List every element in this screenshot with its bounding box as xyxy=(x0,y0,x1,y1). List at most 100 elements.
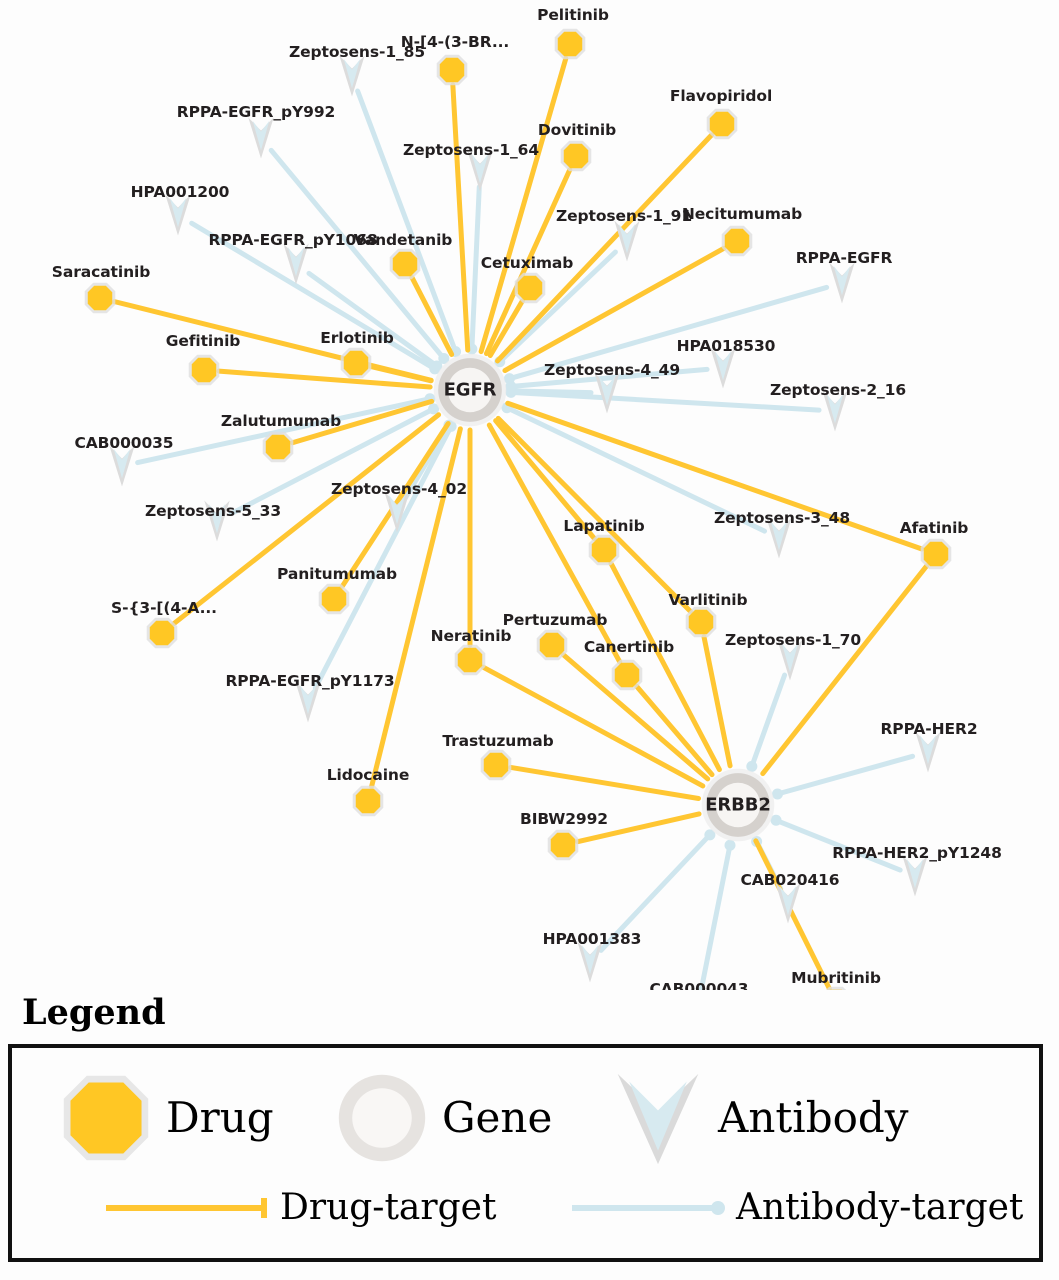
drug-node-neratinib[interactable] xyxy=(453,643,487,677)
antibody-target-edge xyxy=(698,842,733,990)
drug-label-dovitinib: Dovitinib xyxy=(537,121,617,139)
drug-label-s34a: S-{3-[(4-A... xyxy=(111,599,217,617)
antibody-label-zep1_64: Zeptosens-1_64 xyxy=(402,141,540,159)
antibody-node-hpa001200[interactable] xyxy=(163,193,193,237)
drug-node-canertinib[interactable] xyxy=(610,658,644,692)
antibody-label-zep2_16: Zeptosens-2_16 xyxy=(769,381,907,399)
drug-node-varlitinib[interactable] xyxy=(684,605,718,639)
antibody-label-rppa992: RPPA-EGFR_pY992 xyxy=(176,103,336,121)
antibody-node-zep1_91[interactable] xyxy=(612,219,642,263)
drug-label-saracatinib: Saracatinib xyxy=(51,263,151,281)
antibody-node-rppaher2[interactable] xyxy=(913,730,943,774)
drug-node-bibw2992[interactable] xyxy=(546,828,580,862)
antibody-node-hpa001383[interactable] xyxy=(575,940,605,984)
drug-label-vandetanib: Vandetanib xyxy=(353,231,453,249)
legend-label-drug: Drug xyxy=(166,1093,274,1142)
legend-item-drug-target: Drug-target xyxy=(104,1190,496,1226)
antibody-node-zep3_48[interactable] xyxy=(764,516,794,560)
antibody-label-cab000035: CAB000035 xyxy=(74,434,174,452)
antibody-label-zep1_91: Zeptosens-1_91 xyxy=(555,207,693,225)
drug-label-canertinib: Canertinib xyxy=(583,638,675,656)
drug-target-edge xyxy=(760,563,930,777)
drug-node-panitumumab[interactable] xyxy=(317,582,351,616)
drug-label-varlitinib: Varlitinib xyxy=(668,591,748,609)
antibody-target-endcap xyxy=(746,760,758,772)
drug-label-necitumumab: Necitumumab xyxy=(681,205,803,223)
gene-label-erbb2: ERBB2 xyxy=(705,794,771,816)
antibody-node-zep5_33[interactable] xyxy=(202,499,232,543)
legend-label-antibody-target: Antibody-target xyxy=(736,1187,1024,1228)
antibody-node-cab000035[interactable] xyxy=(107,444,137,488)
antibody-target-endcap xyxy=(771,788,783,800)
antibody-label-rppaegfr: RPPA-EGFR xyxy=(795,249,893,267)
drug-node-pelitinib[interactable] xyxy=(553,27,587,61)
antibody-target-edge xyxy=(135,396,433,466)
gene-label-egfr: EGFR xyxy=(443,379,497,401)
drug-node-gefitinib[interactable] xyxy=(187,353,221,387)
antibody-node-rppaher2p[interactable] xyxy=(900,854,930,898)
drug-node-pertuzumab[interactable] xyxy=(535,628,569,662)
drug-node-lidocaine[interactable] xyxy=(351,784,385,818)
antibody-node-rppa992[interactable] xyxy=(246,116,276,160)
antibody-target-edge xyxy=(312,423,454,691)
antibody-label-hpa018530: HPA018530 xyxy=(676,337,776,355)
legend: Legend Drug Gene xyxy=(0,988,1059,1280)
antibody-node-rppa1068[interactable] xyxy=(281,242,311,286)
antibody-node-rppaegfr[interactable] xyxy=(827,261,857,305)
drug-target-edge xyxy=(450,82,471,353)
drug-node-vandetanib[interactable] xyxy=(388,247,422,281)
legend-box: Drug Gene Antibody xyxy=(8,1044,1043,1262)
legend-item-gene: Gene xyxy=(334,1070,552,1166)
antibody-node-cab020416[interactable] xyxy=(773,881,803,925)
gene-node-erbb2[interactable] xyxy=(701,768,775,842)
drug-node-mubritinib[interactable] xyxy=(819,985,853,990)
antibody-target-edge xyxy=(598,832,713,953)
drug-node-cetuximab[interactable] xyxy=(513,271,547,305)
drug-node-nbr[interactable] xyxy=(435,53,469,87)
antibody-node-hpa018530[interactable] xyxy=(708,346,738,390)
drug-node-erlotinib[interactable] xyxy=(339,346,373,380)
drug-target-edge xyxy=(701,634,733,769)
drug-node-s34a[interactable] xyxy=(145,616,179,650)
antibody-label-rppa1068: RPPA-EGFR_pY1068 xyxy=(208,231,378,249)
drug-target-edge xyxy=(560,652,711,782)
antibody-node-zep4_49[interactable] xyxy=(592,371,622,415)
antibody-target-endcap xyxy=(428,403,440,415)
drug-node-saracatinib[interactable] xyxy=(83,281,117,315)
drug-node-afatinib[interactable] xyxy=(919,537,953,571)
drug-label-mubritinib: Mubritinib xyxy=(791,969,881,987)
drug-node-flavopiridol[interactable] xyxy=(705,107,739,141)
antibody-node-zep1_70[interactable] xyxy=(775,638,805,682)
antibody-target-edge xyxy=(355,88,459,355)
drug-label-cetuximab: Cetuximab xyxy=(480,254,574,272)
drug-label-zalutumumab: Zalutumumab xyxy=(220,412,342,430)
gene-node-egfr[interactable] xyxy=(433,353,507,427)
drug-target-edge-icon xyxy=(106,1198,267,1218)
antibody-node-zep1_85[interactable] xyxy=(337,54,367,98)
drug-node-lapatinib[interactable] xyxy=(587,533,621,567)
antibody-target-endcap xyxy=(704,829,716,841)
antibody-node-zep1_64[interactable] xyxy=(465,149,495,193)
drug-node-zalutumumab[interactable] xyxy=(261,430,295,464)
antibody-label-cab000043: CAB000043 xyxy=(649,980,749,990)
drug-node-dovitinib[interactable] xyxy=(559,139,593,173)
legend-title: Legend xyxy=(22,992,166,1033)
drug-target-edge xyxy=(608,560,722,773)
drug-label-erlotinib: Erlotinib xyxy=(320,329,394,347)
antibody-node-zep4_02[interactable] xyxy=(382,490,412,534)
drug-node-necitumumab[interactable] xyxy=(720,224,754,258)
drug-target-edge xyxy=(486,422,623,665)
drug-target-edge xyxy=(480,664,706,789)
antibody-target-edge-icon xyxy=(572,1201,725,1215)
antibody-target-edge xyxy=(774,753,916,797)
antibody-node-rppa1173[interactable] xyxy=(293,680,323,724)
antibody-target-endcap xyxy=(770,814,782,826)
antibody-node-zep2_16[interactable] xyxy=(820,389,850,433)
network-diagram[interactable]: Zeptosens-1_85 RPPA-EGFR_pY992 HPA001200 RP… xyxy=(0,0,1059,990)
drug-target-edge xyxy=(575,811,702,845)
drug-edges xyxy=(112,55,930,990)
antibody-label-hpa001383: HPA001383 xyxy=(542,930,642,948)
legend-label-antibody: Antibody xyxy=(718,1093,909,1142)
drug-node-trastuzumab[interactable] xyxy=(479,748,513,782)
drug-target-edge xyxy=(369,426,463,789)
